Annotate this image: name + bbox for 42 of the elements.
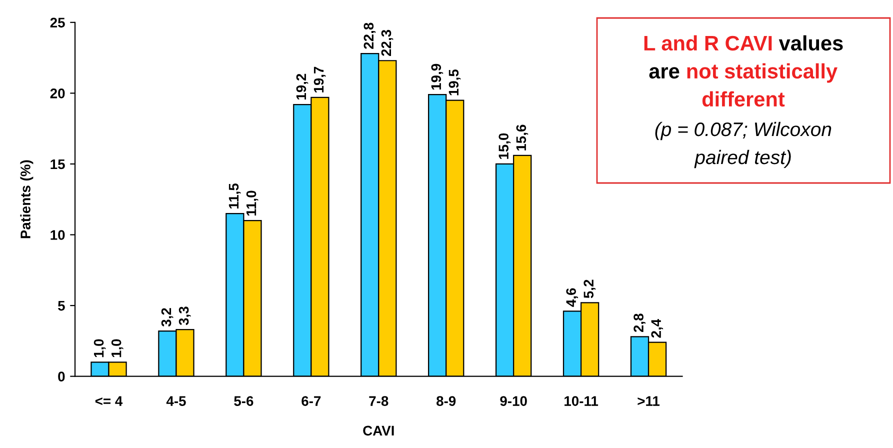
y-tick-label: 0 bbox=[58, 372, 65, 382]
x-tick-label: 8-9 bbox=[436, 396, 456, 406]
data-label: 11,5 bbox=[228, 183, 241, 208]
y-tick-label: 25 bbox=[50, 18, 65, 28]
data-label: 5,2 bbox=[584, 280, 596, 298]
data-label: 1,0 bbox=[94, 339, 106, 358]
x-tick-label: 4-5 bbox=[166, 396, 186, 406]
x-tick-label: 7-8 bbox=[369, 396, 388, 406]
y-axis-title: Patients (%) bbox=[20, 160, 34, 238]
x-tick-label: 9-10 bbox=[500, 396, 527, 406]
data-label: 3,2 bbox=[161, 308, 174, 327]
data-label: 22,3 bbox=[381, 30, 394, 56]
x-tick-label: <= 4 bbox=[95, 396, 123, 406]
x-tick-label: >11 bbox=[638, 396, 660, 406]
data-label: 15,6 bbox=[516, 124, 528, 150]
y-tick-label: 20 bbox=[50, 88, 65, 98]
x-tick-label: 6-7 bbox=[302, 396, 321, 406]
data-label: 22,8 bbox=[364, 22, 376, 49]
data-label: 15,0 bbox=[498, 133, 511, 159]
data-label: 2,8 bbox=[634, 314, 646, 332]
text: values bbox=[778, 35, 843, 51]
data-label: 19,2 bbox=[296, 74, 308, 100]
data-label: 19,5 bbox=[448, 69, 461, 96]
data-label: 11,0 bbox=[246, 190, 258, 216]
text: different bbox=[702, 91, 785, 107]
x-axis-title: CAVI bbox=[363, 426, 394, 436]
data-label: 2,4 bbox=[651, 318, 664, 338]
annotation: (p = 0.087; Wilcoxon bbox=[655, 122, 832, 140]
data-label: 3,3 bbox=[178, 306, 191, 326]
annotation: L and R CAVI bbox=[644, 35, 772, 51]
y-tick-label: 15 bbox=[50, 159, 65, 170]
text: paired test) bbox=[694, 150, 791, 168]
x-tick-label: 5-6 bbox=[234, 396, 254, 406]
y-tick-label: 5 bbox=[58, 301, 65, 311]
annotation: are bbox=[649, 67, 680, 79]
data-label: 19,7 bbox=[314, 66, 326, 92]
y-tick-label: 10 bbox=[50, 230, 65, 240]
text: not statistically bbox=[687, 63, 838, 83]
data-label: 19,9 bbox=[431, 64, 444, 90]
data-label: 1,0 bbox=[111, 339, 124, 358]
data-label: 4,6 bbox=[566, 288, 578, 307]
x-tick-label: 10-11 bbox=[564, 396, 598, 406]
